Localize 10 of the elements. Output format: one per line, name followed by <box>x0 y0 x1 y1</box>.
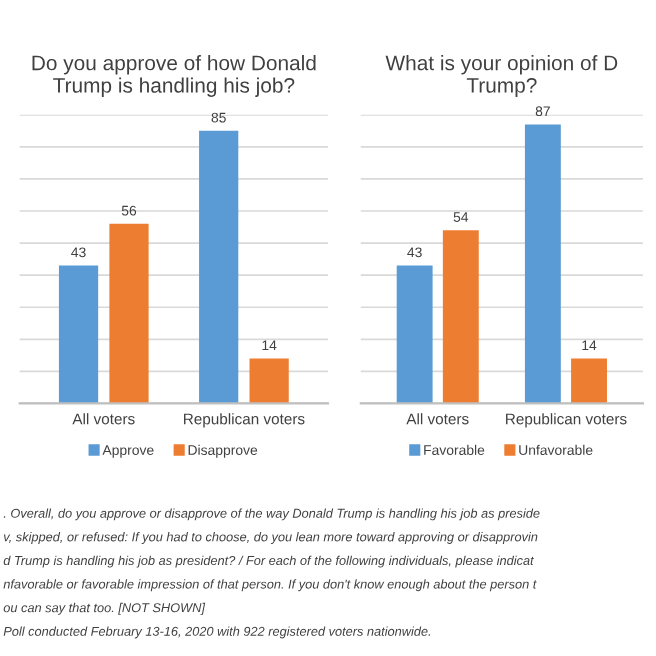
bar <box>524 124 561 404</box>
bar <box>109 223 149 404</box>
bar <box>199 130 239 404</box>
chart-title: Do you approve of how Donald Trump is handling his job? <box>32 55 316 97</box>
bar <box>571 358 607 404</box>
chart-title: What is your opinion of D Trump? <box>385 55 618 97</box>
bar <box>58 265 99 404</box>
bar <box>442 230 479 404</box>
bar <box>249 358 289 404</box>
bar <box>396 265 433 404</box>
